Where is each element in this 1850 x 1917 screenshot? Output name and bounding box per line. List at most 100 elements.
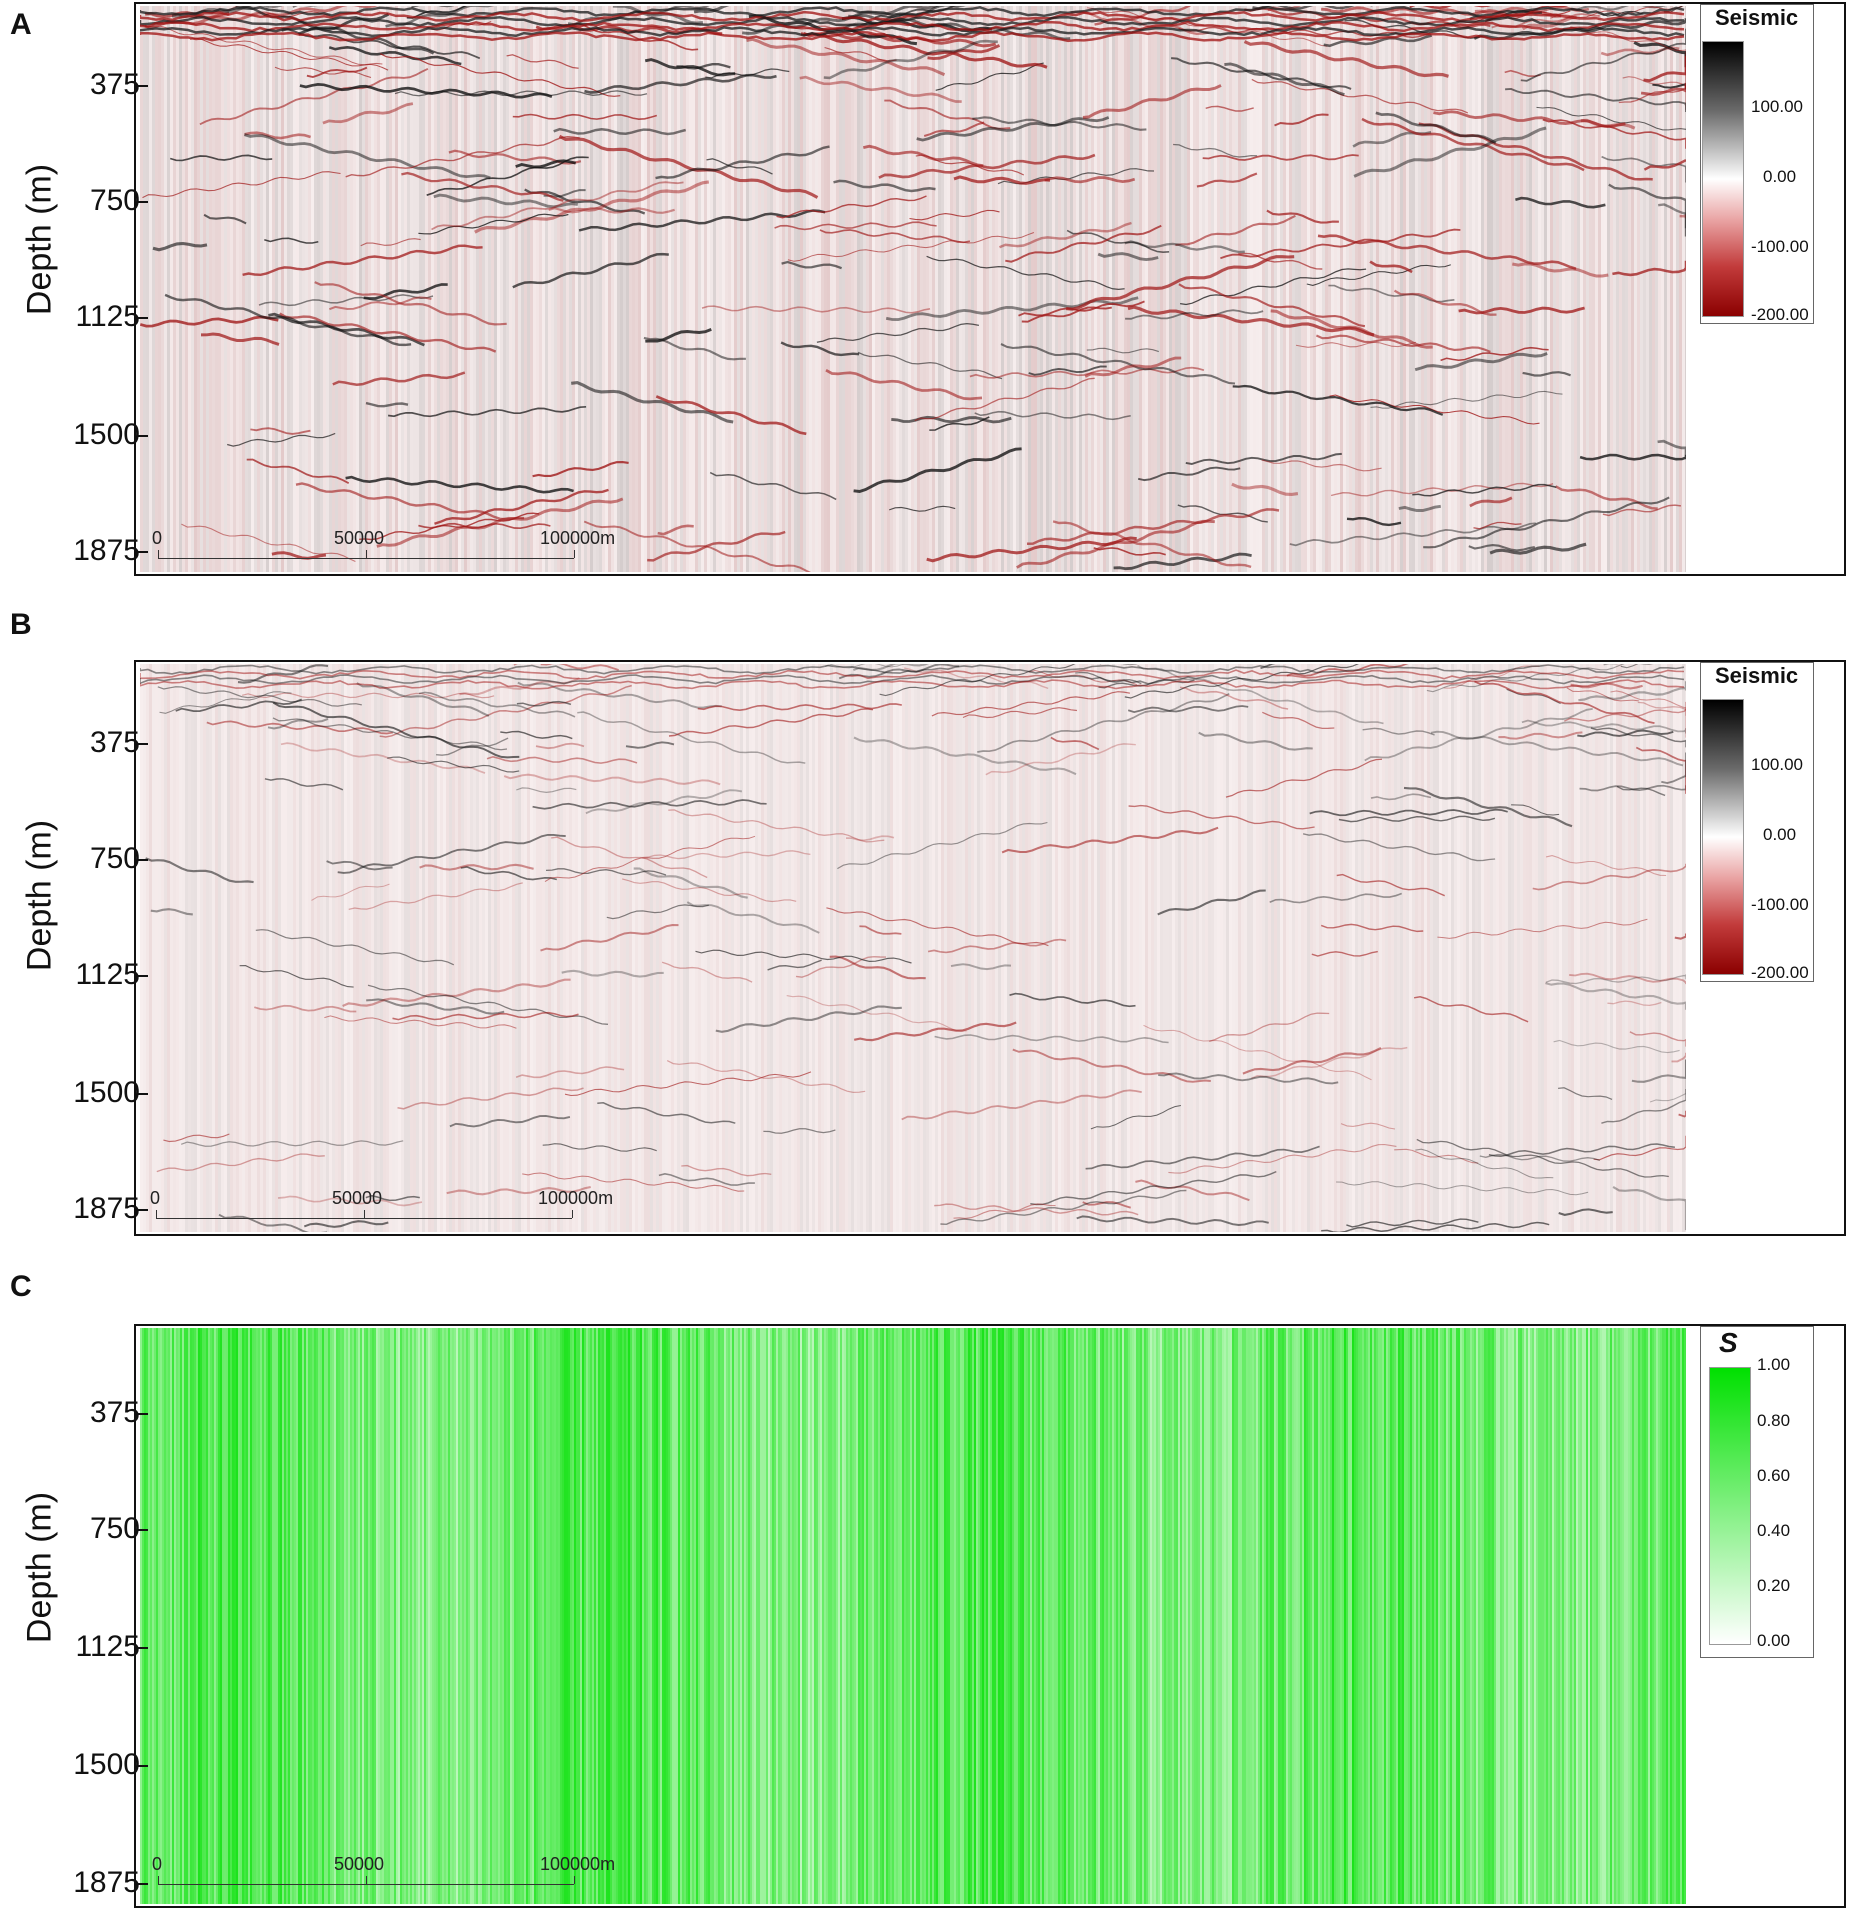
s-trace-column: [330, 1328, 332, 1904]
trace-column: [341, 6, 344, 572]
s-trace-column: [1586, 1328, 1588, 1904]
trace-column: [899, 6, 902, 572]
trace-column: [314, 6, 317, 572]
s-trace-column: [1388, 1328, 1390, 1904]
trace-column: [1550, 6, 1553, 572]
trace-column: [671, 6, 674, 572]
trace-column: [1310, 6, 1313, 572]
reflector-event: [916, 116, 1110, 142]
trace-column: [926, 6, 929, 572]
trace-column: [1271, 6, 1274, 572]
s-trace-column: [868, 1328, 870, 1904]
s-trace-column: [796, 1328, 798, 1904]
trace-column: [245, 6, 248, 572]
s-trace-column: [712, 1328, 714, 1904]
s-trace-column: [1234, 1328, 1236, 1904]
trace-column: [1667, 664, 1670, 1232]
trace-column: [1280, 6, 1283, 572]
s-trace-column: [802, 1328, 804, 1904]
s-trace-column: [1012, 1328, 1014, 1904]
trace-column: [980, 6, 983, 572]
s-trace-column: [1052, 1328, 1054, 1904]
reflector-event: [1127, 305, 1375, 337]
reflector-event: [326, 860, 393, 871]
reflector-event: [522, 1172, 745, 1192]
s-trace-column: [970, 1328, 972, 1904]
s-trace-column: [976, 1328, 978, 1904]
s-trace-column: [560, 1328, 562, 1904]
reflector-event: [1412, 483, 1557, 497]
trace-column: [1340, 6, 1343, 572]
s-trace-column: [1612, 1328, 1614, 1904]
panel-a: A Depth (m) 375 750 1125 1500 1875 Seism…: [0, 0, 1850, 580]
reflector-event: [1306, 264, 1451, 286]
trace-column: [188, 6, 191, 572]
trace-column: [1664, 664, 1667, 1232]
reflector-event: [311, 883, 390, 901]
reflector-event: [1550, 6, 1684, 19]
s-trace-column: [882, 1328, 884, 1904]
s-trace-column: [806, 1328, 808, 1904]
seafloor-reflector: [140, 15, 1684, 28]
reflector-event: [1127, 705, 1249, 714]
reflector-event: [625, 741, 675, 749]
trace-column: [1064, 6, 1067, 572]
trace-column: [242, 6, 245, 572]
trace-column: [410, 6, 413, 572]
s-trace-column: [1638, 1328, 1640, 1904]
s-trace-column: [300, 1328, 302, 1904]
trace-column: [593, 6, 596, 572]
trace-column: [1139, 664, 1142, 1232]
trace-column: [1457, 6, 1460, 572]
s-trace-column: [1362, 1328, 1364, 1904]
reflector-event: [512, 252, 669, 289]
s-trace-column: [1090, 1328, 1092, 1904]
scale-bar-label: 100000m: [538, 1188, 614, 1208]
s-trace-column: [562, 1328, 564, 1904]
trace-column: [1031, 6, 1034, 572]
trace-column: [1649, 6, 1652, 572]
s-trace-column: [1206, 1328, 1208, 1904]
s-trace-column: [316, 1328, 318, 1904]
y-tick-mark: [138, 743, 148, 745]
reflector-event: [254, 1004, 357, 1013]
trace-column: [1184, 6, 1187, 572]
trace-column: [1409, 6, 1412, 572]
s-trace-column: [188, 1328, 190, 1904]
trace-column: [1193, 664, 1196, 1232]
trace-column: [200, 6, 203, 572]
s-trace-column: [1370, 1328, 1372, 1904]
trace-column: [1013, 6, 1016, 572]
s-trace-column: [1114, 1328, 1116, 1904]
reflector-event: [1173, 143, 1258, 158]
reflector-event: [914, 377, 1095, 422]
s-trace-column: [608, 1328, 610, 1904]
s-trace-column: [1526, 1328, 1528, 1904]
s-trace-column: [1300, 1328, 1302, 1904]
trace-column: [269, 6, 272, 572]
trace-column: [191, 6, 194, 572]
s-trace-column: [1088, 1328, 1090, 1904]
s-trace-column: [1524, 1328, 1526, 1904]
s-trace-column: [448, 1328, 450, 1904]
trace-column: [242, 664, 245, 1232]
trace-column: [185, 6, 188, 572]
reflector-event: [1086, 347, 1159, 354]
s-trace-column: [1226, 1328, 1228, 1904]
reflector-event: [1232, 384, 1444, 416]
scale-bar: [156, 1218, 572, 1219]
trace-column: [1304, 6, 1307, 572]
s-trace-column: [1492, 1328, 1494, 1904]
s-trace-column: [1066, 1328, 1068, 1904]
reflector-event: [1522, 371, 1571, 377]
s-trace-column: [444, 1328, 446, 1904]
trace-column: [764, 664, 767, 1232]
s-trace-column: [1190, 1328, 1192, 1904]
s-trace-column: [920, 1328, 922, 1904]
reflector-event: [780, 341, 860, 357]
s-trace-column: [1536, 1328, 1538, 1904]
s-trace-column: [1684, 1328, 1686, 1904]
s-trace-column: [1292, 1328, 1294, 1904]
reflector-event: [923, 121, 985, 137]
s-trace-column: [922, 1328, 924, 1904]
